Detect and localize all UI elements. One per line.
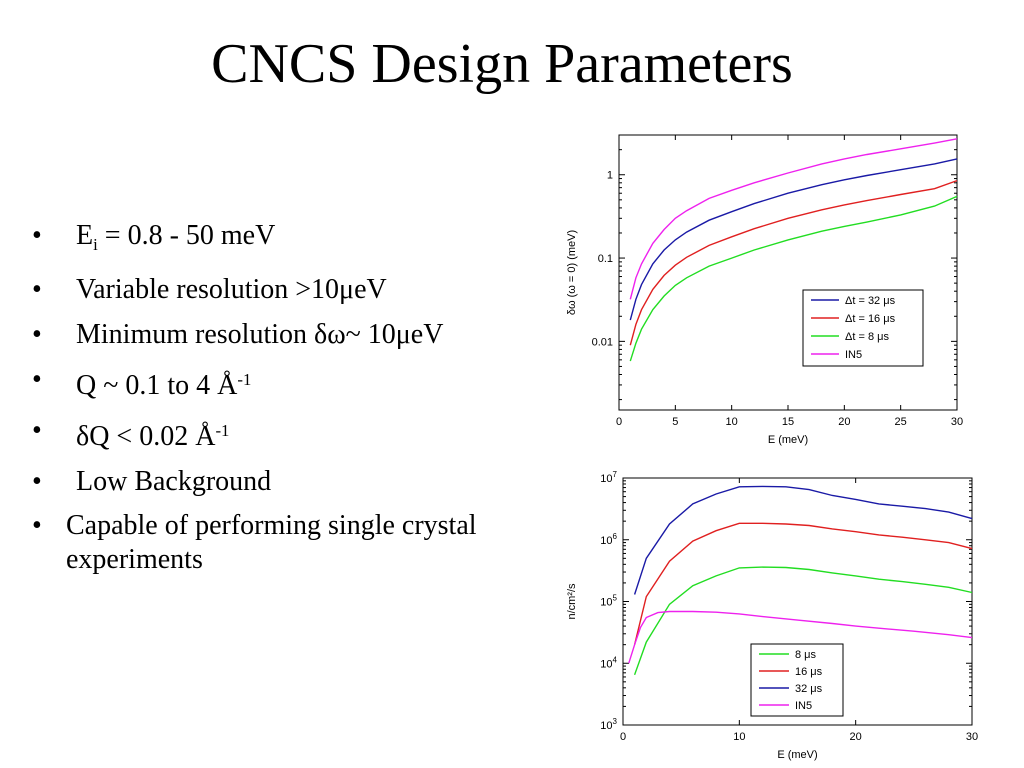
bullet-item-energy: • Ei = 0.8 - 50 meV <box>30 218 550 263</box>
bullet-subscript: i <box>93 235 98 254</box>
series-line-32-s <box>633 485 973 595</box>
legend-label: IN5 <box>795 700 812 712</box>
bullet-dot: • <box>32 274 42 305</box>
y-axis-label: n/cm²/s <box>566 583 578 620</box>
legend-label: 16 μs <box>795 666 823 678</box>
x-tick-label: 20 <box>838 416 850 428</box>
legend-box <box>750 643 844 717</box>
y-tick-label: 106 <box>600 532 617 547</box>
bullet-text: Q ~ 0.1 to 4 Å <box>76 370 238 401</box>
x-tick-label: 10 <box>733 731 745 743</box>
series-line-in5 <box>629 138 958 300</box>
x-tick-label: 20 <box>850 731 862 743</box>
x-axis-label: E (meV) <box>768 434 808 446</box>
legend-label: 8 μs <box>795 649 817 661</box>
y-tick-label: 103 <box>600 717 617 732</box>
y-tick-label: 105 <box>600 594 617 609</box>
legend-label: Δt = 32 μs <box>845 295 896 307</box>
plot-frame <box>618 134 958 411</box>
bullet-item-dq: • δQ < 0.02 Å-1 <box>30 413 550 455</box>
bullet-dot: • <box>32 510 42 541</box>
x-tick-label: 25 <box>895 416 907 428</box>
bullet-dot: • <box>32 220 42 251</box>
bullet-superscript: -1 <box>237 370 252 389</box>
bullet-list: • Ei = 0.8 - 50 meV • Variable resolutio… <box>30 218 550 586</box>
bullet-dot: • <box>32 364 42 395</box>
x-tick-label: 15 <box>782 416 794 428</box>
bullet-text-tail: = 0.8 - 50 meV <box>97 220 276 251</box>
bullet-dot: • <box>32 319 42 350</box>
slide-title: CNCS Design Parameters <box>211 33 793 95</box>
y-tick-label: 107 <box>600 470 617 485</box>
resolution-chart: 0 5 10 15 20 25 30 0.01 0.1 1 E (meV) δω (ω = 0) (m… <box>566 134 963 446</box>
y-tick-label: 1 <box>607 170 613 182</box>
legend-label: Δt = 16 μs <box>845 313 896 325</box>
bullet-item-q-range: • Q ~ 0.1 to 4 Å-1 <box>30 362 550 404</box>
x-axis-label: E (meV) <box>777 749 817 761</box>
y-tick-label: 0.1 <box>598 253 613 265</box>
bullet-text: Capable of performing single crystal exp… <box>66 510 477 575</box>
bullet-text: Variable resolution >10μeV <box>76 274 387 305</box>
bullet-item-low-background: • Low Background <box>30 464 550 500</box>
bullet-text: δQ < 0.02 Å <box>76 421 216 452</box>
bullet-item-single-crystal: • Capable of performing single crystal e… <box>30 509 550 577</box>
series-line-t-16-s <box>629 179 958 346</box>
series-line-in5 <box>628 610 973 664</box>
flux-chart: 0 10 20 30 103 104 105 106 107 E (meV) n/cm²/s 8 μs… <box>566 470 978 761</box>
x-tick-label: 30 <box>951 416 963 428</box>
bullet-text: Low Background <box>76 466 272 497</box>
bullet-item-variable-resolution: • Variable resolution >10μeV <box>30 272 550 308</box>
y-tick-label: 104 <box>600 655 617 670</box>
bullet-text: Minimum resolution δω~ 10μeV <box>76 319 444 350</box>
y-tick-label: 0.01 <box>592 336 613 348</box>
x-tick-label: 10 <box>726 416 738 428</box>
x-tick-label: 0 <box>616 416 622 428</box>
bullet-dot: • <box>32 415 42 446</box>
legend-label: 32 μs <box>795 683 823 695</box>
series-line-16-s <box>633 522 973 645</box>
series-line-8-s <box>633 566 973 676</box>
x-tick-label: 5 <box>672 416 678 428</box>
bullet-item-minimum-resolution: • Minimum resolution δω~ 10μeV <box>30 317 550 353</box>
legend-label: Δt = 8 μs <box>845 331 889 343</box>
x-tick-label: 0 <box>620 731 626 743</box>
bullet-dot: • <box>32 466 42 497</box>
series-line-t-32-s <box>629 158 958 321</box>
x-tick-label: 30 <box>966 731 978 743</box>
legend-label: IN5 <box>845 349 862 361</box>
bullet-text: E <box>76 220 94 251</box>
bullet-superscript: -1 <box>215 421 230 440</box>
series-line-t-8-s <box>629 195 958 362</box>
y-axis-label: δω (ω = 0) (meV) <box>566 230 578 315</box>
